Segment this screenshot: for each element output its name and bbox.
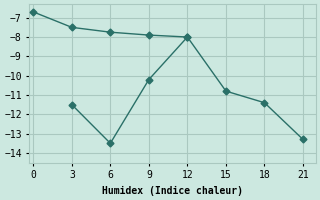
X-axis label: Humidex (Indice chaleur): Humidex (Indice chaleur)	[102, 186, 243, 196]
